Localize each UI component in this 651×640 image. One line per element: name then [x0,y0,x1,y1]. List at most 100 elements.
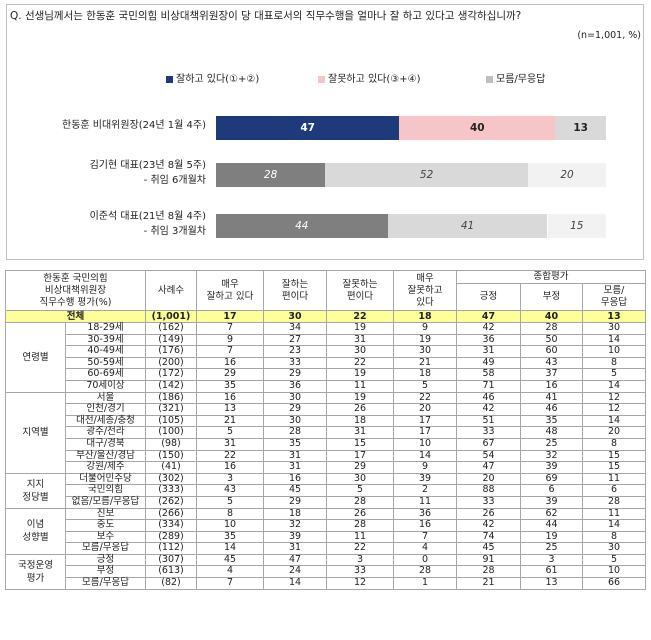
bar-segment: 41 [387,214,548,238]
header-line: 잘못하고 [407,284,443,296]
table-cell: 15 [326,437,394,451]
table-cell: 39 [393,472,457,486]
table-cell: 32 [520,449,583,463]
col-positive-header: 긍정 [456,283,521,311]
table-cell: 8 [581,356,647,370]
table-cell: 45 [196,553,264,567]
table-cell: 28 [263,426,327,439]
table-cell: 31 [456,345,521,358]
table-cell: 22 [326,310,394,323]
table-row: 강원/제주 (41) 16 31 29 9 47 39 15 [6,461,647,474]
table-cell: 11 [581,507,647,521]
table-cell: 28 [326,495,394,509]
table-cell: 6 [520,484,583,497]
header-line: 편이다 [346,290,374,302]
table-cell: 33 [326,565,394,579]
table-row: 연령별 18-29세 (162) 7 34 19 9 42 28 30 [5,322,647,393]
table-row: 30-39세 (149) 9 27 31 19 36 50 14 [6,333,647,347]
row-label: 부산/울산/경남 [65,449,146,463]
table-cell: 5 [196,426,264,439]
bar-value-label: 41 [460,220,475,232]
group-label-line: 지역별 [22,427,49,439]
table-cell: 29 [326,461,394,474]
col-very-good-header: 매우 잘하고 있다 [196,270,264,311]
table-cell: 6 [581,484,647,497]
table-cell: 42 [456,403,521,416]
table-cell: 3 [520,553,583,567]
group-label: 지지 정당별 [5,472,66,509]
row-label: 모름/무응답 [65,577,146,590]
table-cell: 35 [196,379,264,393]
table-cell: 17 [393,426,457,439]
summary-header: 종합평가 [455,270,647,284]
table-cell: 16 [263,472,327,486]
row-label: 진보 [65,507,146,521]
table-cell: (289) [145,530,197,544]
table-cell: 5 [393,379,457,393]
table-cell: 26 [456,507,521,521]
table-cell: 46 [520,403,583,416]
table-cell: 47 [456,461,521,474]
table-cell: 19 [520,530,583,544]
category-label: 김기현 대표(23년 8월 5주) - 취임 6개월차 [89,160,206,186]
table-cell: 2 [393,484,457,497]
table-cell: 14 [581,414,647,428]
table-cell: 14 [581,519,647,532]
table-cell: 19 [326,322,394,335]
bar-segment: 15 [547,214,606,238]
table-cell: (333) [145,484,197,497]
table-cell: 9 [393,322,457,335]
table-cell: (176) [145,345,197,358]
table-cell: 43 [196,484,264,497]
table-cell: 49 [456,356,521,370]
table-cell: 5 [196,495,264,509]
row-label: 70세이상 [65,379,146,393]
chart-panel [6,4,644,260]
row-label: 없음/모름/무응답 [65,495,146,509]
table-cell: 20 [393,403,457,416]
table-cell: 24 [263,565,327,579]
table-cell: 30 [326,472,394,486]
group-label: 지역별 [5,391,66,474]
table-cell: 3 [326,553,394,567]
table-cell: 25 [520,437,583,451]
n-header: 사례수 [145,270,197,311]
table-cell: 21 [456,577,521,590]
bar-segment: 40 [399,116,556,140]
table-cell: 17 [393,414,457,428]
table-cell: (98) [145,437,197,451]
table-row: 70세이상 (142) 35 36 11 5 71 16 14 [6,379,647,393]
group-label-line: 정당별 [22,491,49,503]
bar-segment: 47 [216,116,400,140]
table-row: 국정운영 평가 긍정 (307) 45 47 3 0 91 3 5 [5,553,647,590]
row-label: 인천/경기 [65,403,146,416]
group-label-line: 지지 [26,478,45,490]
group-label: 연령별 [5,322,66,393]
row-label: 모름/무응답 [65,542,146,555]
table-row: 40-49세 (176) 7 23 30 30 31 60 10 [6,345,647,358]
table-cell: 35 [196,530,264,544]
table-cell: (321) [145,403,197,416]
table-cell: 31 [263,449,327,463]
col-bad-header: 잘못하는 편이다 [326,270,394,311]
row-label: 광주/전라 [65,426,146,439]
table-cell: 40 [520,310,583,323]
table-cell: 7 [393,530,457,544]
legend-swatch-bad [318,75,325,83]
table-cell: 88 [456,484,521,497]
table-cell: 28 [456,565,521,579]
total-label: 전체 [5,310,146,323]
table-cell: 5 [581,368,647,381]
table-cell: 16 [196,356,264,370]
table-cell: 37 [520,368,583,381]
bar-value-label: 20 [560,169,574,181]
table-cell: 28 [326,519,394,532]
category-label: 이준석 대표(21년 8월 4주) - 취임 3개월차 [89,211,206,237]
table-cell: (41) [145,461,197,474]
row-label: 긍정 [65,553,146,567]
row-label: 강원/제주 [65,461,146,474]
bar-segment: 13 [555,116,606,140]
table-cell: 35 [520,414,583,428]
table-row: 인천/경기 (321) 13 29 26 20 42 46 12 [6,403,647,416]
table-cell: 30 [581,322,647,335]
